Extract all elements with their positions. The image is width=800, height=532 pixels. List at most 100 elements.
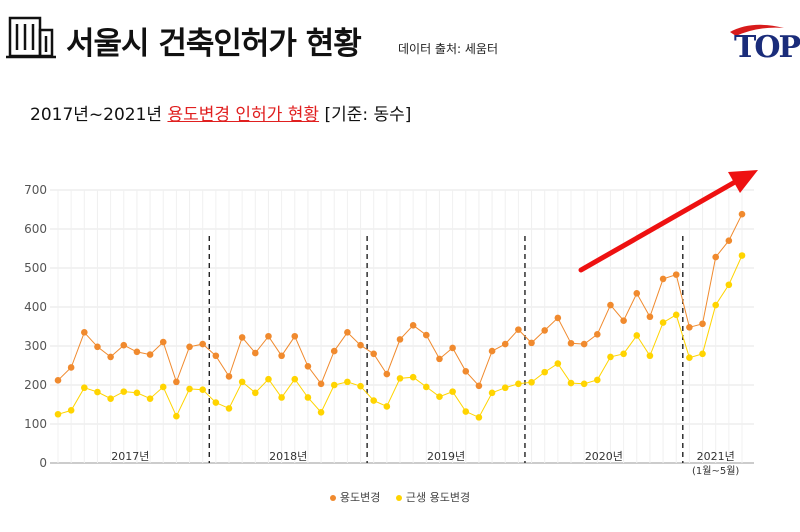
data-point-series1 — [357, 341, 364, 349]
data-point-series2 — [659, 319, 667, 326]
data-point-series2 — [475, 414, 483, 421]
data-point-series2 — [370, 397, 377, 404]
year-label: 2017년 — [111, 450, 149, 463]
data-point-series1 — [291, 332, 299, 340]
data-point-series1 — [199, 340, 206, 348]
data-point-series2 — [462, 408, 470, 415]
data-point-series2 — [488, 389, 496, 397]
data-point-series2 — [554, 360, 562, 367]
data-point-series1 — [81, 329, 88, 336]
data-point-series1 — [304, 362, 312, 370]
subtitle-prefix: 2017년~2021년 — [30, 105, 168, 125]
data-point-series1 — [699, 320, 706, 328]
data-point-series2 — [515, 380, 522, 388]
y-tick-label: 500 — [24, 261, 47, 275]
data-point-series1 — [449, 344, 456, 352]
data-point-series2 — [212, 399, 220, 406]
data-point-series1 — [528, 339, 535, 347]
data-point-series1 — [423, 331, 430, 339]
trend-arrow-head — [728, 170, 758, 193]
legend-label-series1: 용도변경 — [339, 491, 381, 504]
data-point-series1 — [462, 368, 470, 375]
data-point-series2 — [449, 388, 456, 395]
data-point-series2 — [607, 353, 614, 361]
data-point-series1 — [567, 339, 575, 347]
data-point-series1 — [436, 355, 443, 363]
data-point-series1 — [475, 382, 483, 390]
data-point-series1 — [133, 348, 141, 356]
data-source: 데이터 출처: 세움터 — [398, 42, 498, 56]
y-tick-label: 300 — [24, 339, 47, 353]
data-point-series1 — [212, 352, 220, 360]
data-point-series2 — [633, 332, 641, 339]
data-point-series2 — [199, 386, 206, 393]
year-label: 2020년 — [585, 450, 623, 463]
data-point-series1 — [252, 349, 259, 357]
data-point-series1 — [646, 313, 654, 321]
data-point-series1 — [278, 352, 285, 360]
data-point-series1 — [594, 331, 601, 338]
data-point-series1 — [238, 334, 246, 341]
data-point-series1 — [541, 327, 548, 334]
data-point-series2 — [409, 373, 417, 381]
data-point-series2 — [501, 384, 509, 392]
data-point-series2 — [67, 407, 75, 414]
data-point-series2 — [699, 350, 706, 358]
data-point-series1 — [396, 336, 404, 343]
logo-text: TOP — [734, 30, 800, 65]
data-point-series2 — [541, 368, 548, 376]
data-point-series2 — [580, 380, 588, 388]
page-title: 서울시 건축인허가 현황 — [66, 26, 362, 62]
legend-item-series2: 근생 용도변경 — [395, 491, 471, 504]
data-point-series2 — [396, 375, 404, 382]
data-point-series1 — [738, 210, 746, 218]
data-point-series2 — [252, 389, 259, 397]
data-point-series1 — [607, 301, 614, 309]
data-point-series1 — [409, 322, 417, 329]
data-point-series1 — [383, 370, 391, 378]
data-point-series2 — [567, 379, 575, 387]
data-point-series1 — [317, 380, 325, 388]
data-point-series2 — [317, 409, 325, 416]
data-point-series2 — [225, 405, 233, 412]
y-tick-label: 0 — [39, 456, 47, 470]
y-tick-label: 400 — [24, 300, 47, 314]
data-point-series1 — [54, 377, 62, 384]
data-point-series2 — [712, 301, 719, 309]
legend-item-series1: 용도변경 — [329, 491, 381, 504]
y-tick-label: 700 — [24, 183, 47, 197]
data-point-series1 — [686, 323, 693, 331]
data-point-series2 — [594, 376, 601, 384]
data-point-series2 — [738, 252, 746, 259]
year-label: 2018년 — [269, 450, 307, 463]
data-point-series2 — [265, 375, 272, 383]
data-point-series1 — [633, 290, 641, 297]
data-point-series1 — [725, 237, 733, 244]
data-point-series2 — [54, 410, 62, 418]
data-point-series1 — [159, 338, 167, 346]
data-point-series2 — [278, 394, 285, 401]
data-point-series2 — [81, 384, 88, 392]
data-point-series2 — [304, 394, 312, 401]
data-point-series2 — [344, 378, 351, 386]
data-point-series1 — [554, 314, 562, 322]
y-tick-label: 200 — [24, 378, 47, 392]
data-point-series1 — [265, 332, 272, 340]
data-point-series1 — [120, 341, 128, 349]
data-point-series1 — [659, 275, 667, 283]
data-point-series1 — [672, 271, 680, 278]
data-point-series2 — [186, 385, 193, 393]
data-point-series2 — [357, 382, 364, 390]
data-point-series1 — [712, 253, 719, 261]
data-point-series1 — [186, 343, 193, 351]
data-point-series2 — [725, 281, 733, 289]
data-point-series2 — [686, 354, 693, 362]
data-point-series1 — [370, 350, 377, 358]
legend-dot-series2 — [395, 494, 402, 501]
legend-label-series2: 근생 용도변경 — [405, 491, 471, 504]
data-point-series2 — [528, 378, 535, 386]
data-point-series2 — [120, 388, 128, 395]
data-point-series2 — [383, 403, 391, 410]
chart-legend: 용도변경 근생 용도변경 — [0, 489, 800, 505]
